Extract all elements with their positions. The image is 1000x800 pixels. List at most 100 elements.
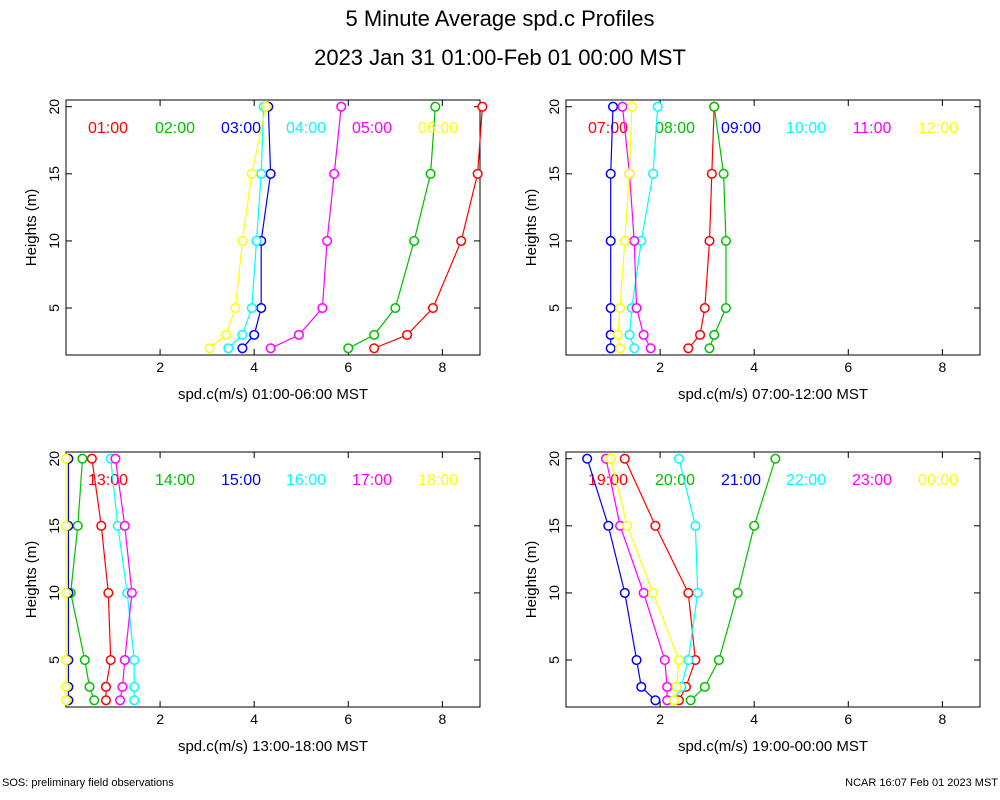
data-point [619, 235, 630, 246]
legend-entry: 00:00 [918, 472, 958, 489]
y-tick-label: 5 [546, 304, 562, 312]
footer-timestamp: NCAR 16:07 Feb 01 2023 MST [845, 777, 998, 789]
data-point [336, 101, 347, 112]
x-tick-label: 6 [844, 359, 852, 375]
data-point [605, 302, 616, 314]
data-point [260, 101, 271, 112]
legend-entry: 12:00 [918, 120, 958, 137]
footer-source: SOS: preliminary field observations [2, 777, 174, 789]
chart-panel-2: 2 4 6 8 5 10 15 20 spd.c(m/s) 07:00-12:00 MST Hei… [523, 99, 981, 403]
legend-entry: 23:00 [852, 472, 892, 489]
data-point [669, 695, 680, 706]
data-point [650, 520, 661, 531]
x-tick-label: 2 [156, 711, 164, 727]
data-point [60, 587, 72, 598]
data-point [659, 654, 670, 666]
series-line [241, 106, 272, 349]
data-point [369, 329, 380, 340]
data-point [652, 101, 663, 112]
data-point [685, 695, 696, 706]
data-point [477, 101, 488, 112]
x-tick-label: 8 [938, 359, 946, 375]
legend-entry: 03:00 [221, 120, 261, 137]
series-0100 [369, 101, 488, 354]
data-point [605, 235, 616, 246]
y-tick-label: 20 [546, 99, 562, 115]
series-line [687, 106, 715, 349]
series-0800 [704, 101, 732, 354]
data-point [695, 329, 706, 340]
x-tick-label: 8 [438, 711, 446, 727]
data-point [72, 520, 83, 531]
data-point [427, 302, 439, 314]
x-tick-label: 6 [344, 359, 352, 375]
page-subtitle: 2023 Jan 31 01:00-Feb 01 00:00 MST [314, 45, 686, 70]
series-0900 [605, 101, 619, 354]
data-point [631, 302, 642, 314]
data-point [390, 302, 401, 314]
x-tick-label: 6 [344, 711, 352, 727]
chart-panel-3: 2 4 6 8 5 10 15 20 spd.c(m/s) 13:00-18:00 MST Hei… [23, 451, 481, 755]
data-point [718, 168, 729, 179]
series-1900 [619, 453, 701, 706]
data-point [709, 101, 720, 112]
data-point [605, 168, 616, 179]
y-tick-label: 10 [46, 585, 62, 601]
y-axis-label: Heights (m) [523, 189, 540, 267]
data-point [673, 453, 684, 464]
series-1800 [60, 453, 72, 706]
y-tick-label: 20 [46, 99, 62, 115]
data-point [629, 343, 640, 354]
legend-entry: 02:00 [155, 120, 195, 137]
series-0200 [343, 101, 441, 354]
data-point [732, 587, 743, 598]
data-point [617, 101, 628, 112]
chart-panel-4: 2 4 6 8 5 10 15 20 spd.c(m/s) 19:00-00:00 MST Hei… [523, 451, 981, 755]
data-point [626, 101, 637, 112]
data-point [615, 302, 626, 314]
data-point [60, 654, 72, 666]
data-point [293, 329, 304, 340]
series-line [270, 106, 342, 349]
data-point [650, 695, 661, 706]
data-point [322, 235, 333, 246]
data-point [720, 302, 732, 314]
legend-entry: 10:00 [786, 120, 826, 137]
legend-entry: 08:00 [655, 120, 695, 137]
data-point [638, 329, 649, 340]
data-point [100, 695, 112, 706]
y-tick-label: 15 [546, 166, 562, 182]
data-point [251, 235, 262, 246]
data-point [425, 168, 436, 179]
plot-frame [565, 99, 981, 356]
x-tick-label: 4 [750, 359, 758, 375]
data-point [402, 329, 413, 340]
data-point [647, 168, 659, 179]
data-point [220, 329, 232, 340]
series-2200 [669, 453, 703, 706]
y-tick-label: 15 [546, 518, 562, 534]
data-point [605, 343, 616, 354]
series-line [373, 106, 483, 349]
data-point [713, 654, 724, 666]
legend-entry: 09:00 [721, 120, 761, 137]
data-point [692, 587, 703, 598]
data-point [456, 235, 467, 246]
data-point [60, 520, 72, 531]
data-point [100, 681, 112, 692]
legend-entry: 19:00 [588, 472, 628, 489]
series-0600 [204, 101, 271, 354]
y-axis-label: Heights (m) [523, 541, 540, 619]
legend-entry: 16:00 [286, 472, 326, 489]
data-point [86, 453, 97, 464]
data-point [256, 302, 267, 314]
data-point [683, 587, 694, 598]
y-tick-label: 5 [46, 656, 62, 664]
x-tick-label: 4 [250, 359, 258, 375]
y-axis-label: Heights (m) [23, 189, 40, 267]
data-point [60, 681, 72, 692]
data-point [706, 168, 717, 179]
x-tick-label: 8 [438, 359, 446, 375]
data-point [699, 681, 710, 692]
data-point [624, 329, 635, 340]
